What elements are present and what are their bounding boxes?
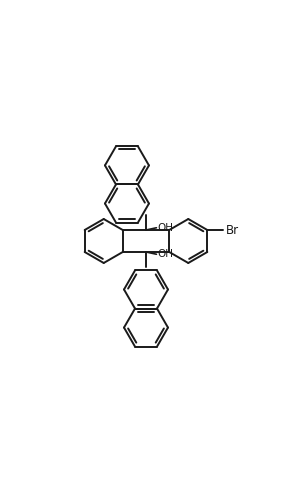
Text: OH: OH [158, 249, 174, 259]
Text: OH: OH [158, 223, 174, 233]
Text: Br: Br [226, 224, 239, 237]
